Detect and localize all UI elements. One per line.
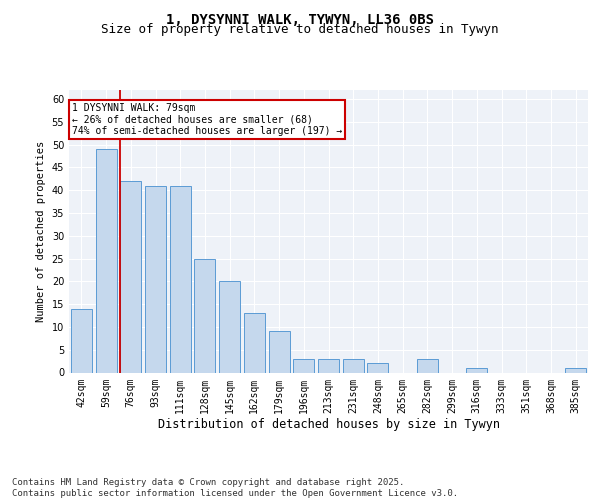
Y-axis label: Number of detached properties: Number of detached properties: [36, 140, 46, 322]
Text: Contains HM Land Registry data © Crown copyright and database right 2025.
Contai: Contains HM Land Registry data © Crown c…: [12, 478, 458, 498]
Bar: [318, 359, 339, 372]
Bar: [219, 282, 240, 372]
Bar: [145, 186, 166, 372]
Bar: [95, 149, 116, 372]
Bar: [71, 308, 92, 372]
Bar: [269, 332, 290, 372]
Bar: [293, 359, 314, 372]
X-axis label: Distribution of detached houses by size in Tywyn: Distribution of detached houses by size …: [157, 418, 499, 431]
Bar: [343, 359, 364, 372]
Text: 1, DYSYNNI WALK, TYWYN, LL36 0BS: 1, DYSYNNI WALK, TYWYN, LL36 0BS: [166, 12, 434, 26]
Bar: [367, 364, 388, 372]
Bar: [120, 181, 141, 372]
Bar: [565, 368, 586, 372]
Bar: [417, 359, 438, 372]
Bar: [244, 314, 265, 372]
Text: 1 DYSYNNI WALK: 79sqm
← 26% of detached houses are smaller (68)
74% of semi-deta: 1 DYSYNNI WALK: 79sqm ← 26% of detached …: [71, 102, 342, 136]
Bar: [170, 186, 191, 372]
Text: Size of property relative to detached houses in Tywyn: Size of property relative to detached ho…: [101, 24, 499, 36]
Bar: [466, 368, 487, 372]
Bar: [194, 258, 215, 372]
